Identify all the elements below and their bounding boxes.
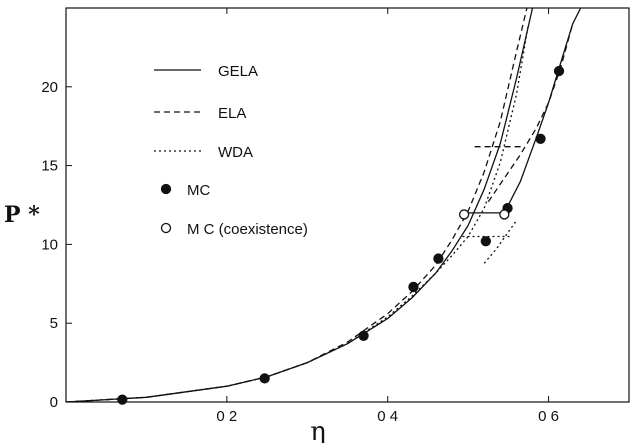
legend-item: MC xyxy=(160,182,210,199)
x-tick-label: 0 6 xyxy=(538,408,559,425)
legend-label: M C (coexistence) xyxy=(187,221,308,238)
legend-label: GELA xyxy=(218,63,258,80)
mc-coexistence-point xyxy=(458,209,470,220)
points-layer xyxy=(117,65,565,405)
series-line-wda-1 xyxy=(66,23,530,402)
y-tick-label: 10 xyxy=(41,236,58,253)
axes-layer: 0 2 0 4 0 6 0 5 10 15 20 xyxy=(41,7,630,425)
mc-coexistence-point xyxy=(499,209,510,220)
y-tick-label: 0 xyxy=(50,394,58,411)
mc-point xyxy=(259,373,270,384)
x-tick-label: 0 4 xyxy=(377,408,398,425)
y-tick-label: 20 xyxy=(41,79,58,96)
plot-frame xyxy=(65,7,630,403)
series-line-wda-2 xyxy=(483,220,517,264)
mc-point xyxy=(553,65,565,77)
legend-marker xyxy=(160,222,172,234)
y-tick-label: 5 xyxy=(50,315,58,332)
mc-point xyxy=(117,394,128,405)
mc-point xyxy=(535,133,546,144)
series-line-gela-2 xyxy=(503,8,582,214)
legend-label: WDA xyxy=(218,144,253,161)
legend-label: ELA xyxy=(218,105,246,122)
mc-point xyxy=(358,330,369,341)
series-line-gela-1 xyxy=(66,8,534,402)
x-tick-label: 0 2 xyxy=(216,408,237,425)
y-tick-label: 15 xyxy=(41,158,58,175)
legend-item: M C (coexistence) xyxy=(160,221,308,238)
series-line-ela-2 xyxy=(487,23,574,203)
series-line-ela-1 xyxy=(66,8,528,402)
y-axis-label: P * xyxy=(4,202,40,228)
legend-item: ELA xyxy=(154,105,246,122)
mc-point xyxy=(480,236,491,247)
legend: GELA ELA WDA MC M C (coexistence) xyxy=(154,63,308,238)
legend-label: MC xyxy=(187,182,210,199)
mc-point xyxy=(408,281,419,293)
legend-item: GELA xyxy=(154,63,258,80)
mc-point xyxy=(433,253,444,264)
legend-item: WDA xyxy=(154,144,253,161)
x-axis-label: η xyxy=(310,417,326,443)
legend-marker xyxy=(160,183,172,195)
